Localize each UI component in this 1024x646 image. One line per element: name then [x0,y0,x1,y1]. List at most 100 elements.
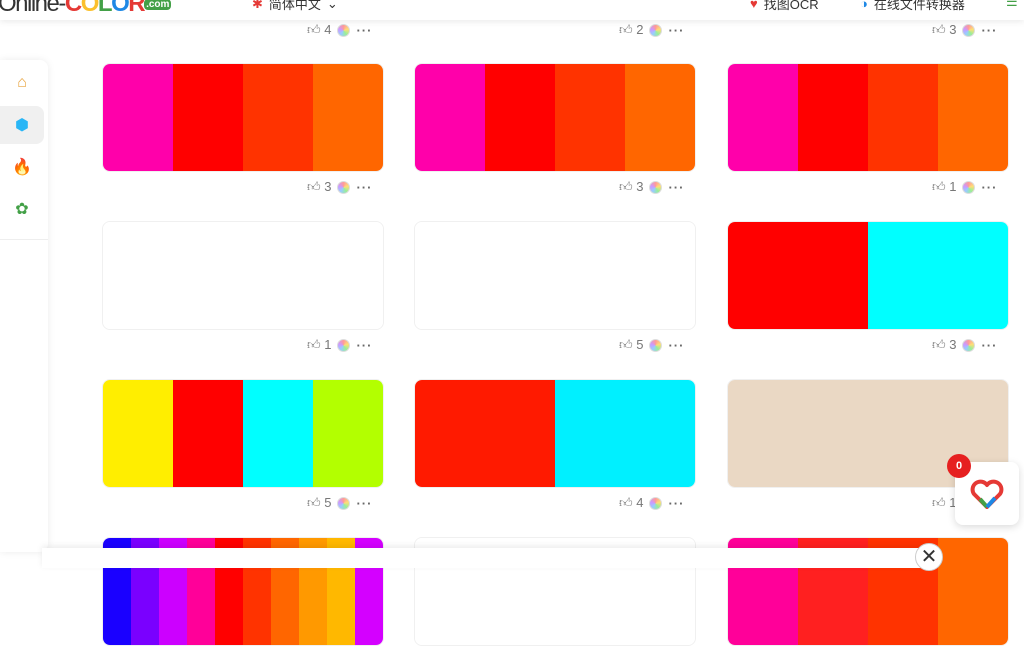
sidebar-item-puzzle[interactable]: ✿ [0,190,44,228]
color-swatch[interactable] [103,380,173,487]
heart-icon [970,479,1004,509]
card-actions: 👍︎ 3 ··· [619,179,684,195]
palette-card[interactable] [414,221,696,330]
like-count: 3 [949,22,957,37]
like-button[interactable]: 👍︎ 3 [932,337,957,352]
palette-card[interactable] [102,63,384,172]
color-swatch[interactable] [868,222,1008,329]
color-swatch[interactable] [103,64,173,171]
like-button[interactable]: 👍︎ 5 [619,337,644,352]
like-button[interactable]: 👍︎ 2 [619,22,644,37]
palette-card[interactable] [414,379,696,488]
card-actions: 👍︎ 3 ··· [932,337,997,353]
converter-icon: ◑ [860,0,868,11]
palette-icon[interactable] [337,180,351,194]
color-swatch[interactable] [868,64,938,171]
like-count: 2 [636,22,644,37]
color-swatch[interactable] [798,64,868,171]
like-button[interactable]: 👍︎ 4 [307,22,332,37]
like-count: 3 [949,337,957,352]
palette-icon[interactable] [337,338,351,352]
sidebar: ⌂ ⬢ 🔥 ✿ [0,60,48,552]
palette-icon[interactable] [337,23,351,37]
like-button[interactable]: 👍︎ 1 [932,179,957,194]
color-swatch[interactable] [313,380,383,487]
color-swatch[interactable] [415,64,485,171]
more-options-icon[interactable]: ··· [981,337,998,353]
sidebar-item-cube[interactable]: ⬢ [0,106,44,144]
like-count: 1 [949,179,957,194]
sidebar-item-home[interactable]: ⌂ [0,64,44,102]
close-banner-button[interactable]: ✕ [915,543,943,571]
color-swatch[interactable] [313,64,383,171]
color-swatch[interactable] [555,64,625,171]
more-options-icon[interactable]: ··· [668,22,685,38]
like-count: 3 [636,179,644,194]
palette-icon[interactable] [962,180,976,194]
more-options-icon[interactable]: ··· [668,179,685,195]
color-swatch[interactable] [555,380,695,487]
like-button[interactable]: 👍︎ 1 [307,337,332,352]
color-swatch[interactable] [173,380,243,487]
color-swatch[interactable] [415,222,695,329]
like-button[interactable]: 👍︎ 1 [932,495,957,510]
ocr-icon: ♥ [750,0,758,11]
more-options-icon[interactable]: ··· [668,337,685,353]
more-options-icon[interactable]: ··· [668,495,685,511]
like-count: 3 [324,179,332,194]
header: Online-COLOR .com ✱ 简体中文 ⌄ ♥ 找图OCR ◑ 在线文件转换器 … [0,0,1024,20]
color-swatch[interactable] [728,222,868,329]
like-button[interactable]: 👍︎ 3 [619,179,644,194]
sidebar-item-fire[interactable]: 🔥 [0,148,44,186]
card-actions: 👍︎ 3 ··· [307,179,372,195]
menu-icon[interactable]: ☰ [1006,0,1018,9]
language-selector[interactable]: ✱ 简体中文 ⌄ [252,0,338,13]
globe-icon: ✱ [252,0,263,11]
palette-card[interactable] [102,221,384,330]
like-count: 5 [324,495,332,510]
more-options-icon[interactable]: ··· [356,495,373,511]
like-button[interactable]: 👍︎ 3 [307,179,332,194]
converter-link[interactable]: ◑ 在线文件转换器 [860,0,965,13]
palette-card[interactable] [102,379,384,488]
color-swatch[interactable] [415,380,555,487]
color-swatch[interactable] [243,64,313,171]
sidebar-divider [0,239,48,240]
palette-card[interactable] [727,221,1009,330]
like-button[interactable]: 👍︎ 4 [619,495,644,510]
palette-icon[interactable] [962,23,976,37]
color-swatch[interactable] [625,64,695,171]
palette-icon[interactable] [649,180,663,194]
color-swatch[interactable] [103,222,383,329]
ocr-link[interactable]: ♥ 找图OCR [750,0,819,13]
color-swatch[interactable] [728,64,798,171]
chevron-down-icon: ⌄ [326,0,338,11]
card-actions: 👍︎ 2 ··· [619,22,684,38]
color-swatch[interactable] [938,538,1008,645]
palette-icon[interactable] [649,496,663,510]
color-swatch[interactable] [485,64,555,171]
like-button[interactable]: 👍︎ 3 [932,22,957,37]
more-options-icon[interactable]: ··· [356,179,373,195]
logo[interactable]: Online-COLOR .com [0,0,172,17]
palette-icon[interactable] [649,338,663,352]
home-icon: ⌂ [17,74,27,91]
more-options-icon[interactable]: ··· [356,337,373,353]
card-actions: 👍︎ 4 ··· [619,495,684,511]
more-options-icon[interactable]: ··· [981,179,998,195]
more-options-icon[interactable]: ··· [356,22,373,38]
more-options-icon[interactable]: ··· [981,22,998,38]
card-actions: 👍︎ 5 ··· [619,337,684,353]
fire-icon: 🔥 [12,159,32,176]
palette-icon[interactable] [337,496,351,510]
card-actions: 👍︎ 5 ··· [307,495,372,511]
palette-card[interactable] [414,63,696,172]
palette-card[interactable] [727,63,1009,172]
cube-icon: ⬢ [15,117,29,134]
like-button[interactable]: 👍︎ 5 [307,495,332,510]
color-swatch[interactable] [938,64,1008,171]
color-swatch[interactable] [173,64,243,171]
palette-icon[interactable] [962,338,976,352]
palette-icon[interactable] [649,23,663,37]
color-swatch[interactable] [243,380,313,487]
